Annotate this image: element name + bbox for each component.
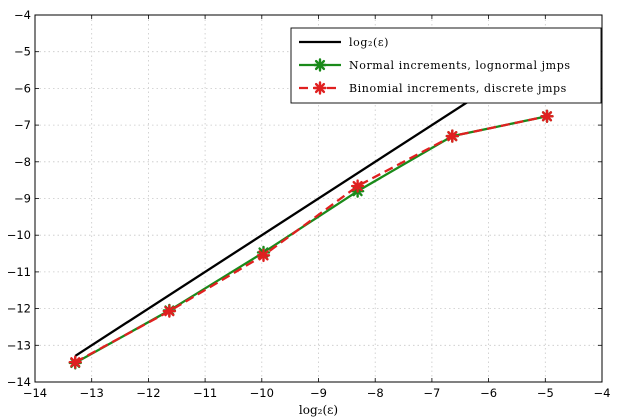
x-tick-label: −13 xyxy=(80,386,104,400)
data-point-marker xyxy=(162,304,177,318)
x-tick-label: −14 xyxy=(23,386,47,400)
y-tick-label: −9 xyxy=(14,192,31,206)
data-point-marker xyxy=(68,355,82,369)
x-tick-label: −7 xyxy=(423,386,440,400)
legend-entry: Binomial increments, discrete jmps xyxy=(299,81,567,95)
series-line-1 xyxy=(74,115,548,364)
x-tick-label: −11 xyxy=(193,386,217,400)
legend-entry: Normal increments, lognormal jmps xyxy=(299,58,571,72)
data-point-marker xyxy=(350,179,365,193)
legend-marker xyxy=(313,58,327,72)
x-tick-label: −4 xyxy=(594,386,611,400)
y-tick-label: −10 xyxy=(7,228,31,242)
y-tick-label: −5 xyxy=(14,45,31,59)
y-tick-label: −12 xyxy=(7,302,31,316)
y-tick-label: −7 xyxy=(14,118,31,132)
data-point-marker xyxy=(256,248,271,263)
legend-marker xyxy=(313,81,327,95)
x-tick-label: −9 xyxy=(310,386,327,400)
series-line-2 xyxy=(74,115,548,364)
y-tick-label: −6 xyxy=(14,81,31,95)
ticks: −14 −13 −12 −11 −10 −9 −8 −7 −6 −5 −4 −14 −13 −12 −11 −… xyxy=(7,8,611,400)
x-axis-label: log₂(ε) xyxy=(299,403,338,417)
y-tick-label: −14 xyxy=(7,375,31,389)
legend: log₂(ε) Normal increments, lognormal jmps… xyxy=(290,27,602,104)
legend-label: Normal increments, lognormal jmps xyxy=(349,59,571,72)
data-point-marker xyxy=(540,109,554,123)
y-tick-label: −13 xyxy=(7,338,31,352)
x-tick-label: −8 xyxy=(367,386,384,400)
y-tick-label: −4 xyxy=(14,8,31,22)
y-tick-label: −8 xyxy=(14,155,31,169)
legend-label: log₂(ε) xyxy=(349,36,389,49)
x-tick-label: −12 xyxy=(136,386,160,400)
y-tick-label: −11 xyxy=(7,265,31,279)
x-tick-label: −10 xyxy=(250,386,274,400)
x-tick-label: −5 xyxy=(537,386,554,400)
x-tick-label: −6 xyxy=(480,386,497,400)
legend-box xyxy=(290,27,602,104)
data-point-marker xyxy=(445,129,460,143)
legend-entry: log₂(ε) xyxy=(299,36,389,49)
legend-label: Binomial increments, discrete jmps xyxy=(349,82,567,95)
